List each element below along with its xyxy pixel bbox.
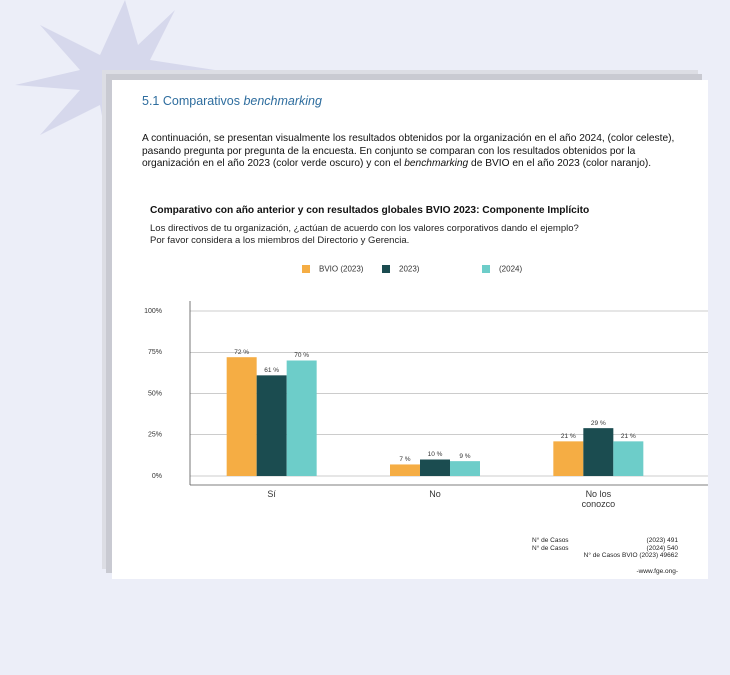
website: -www.fge.ong- <box>612 568 678 575</box>
value-label: 7 % <box>399 456 410 463</box>
paragraph: A continuación, se presentan visualmente… <box>142 133 687 171</box>
legend-label: (2024) <box>499 265 522 274</box>
heading-text: 5.1 Comparativos <box>142 94 243 108</box>
note: N° de Casos <box>532 545 608 553</box>
note: (2024) 540 <box>608 545 678 553</box>
bar <box>613 441 643 476</box>
chart-title: Comparativo con año anterior y con resul… <box>150 205 589 216</box>
legend-swatch <box>302 265 310 273</box>
value-label: 10 % <box>428 451 443 458</box>
legend-swatch <box>382 265 390 273</box>
heading-emphasis: benchmarking <box>243 94 322 108</box>
x-tick-label: No <box>400 489 470 499</box>
text-run: de BVIO en el año 2023 (color naranjo). <box>468 158 651 169</box>
legend-label: 2023) <box>399 265 420 274</box>
y-tick-label: 0% <box>152 473 162 480</box>
y-tick-label: 75% <box>148 349 162 356</box>
screen: 5.1 Comparativos benchmarking A continua… <box>0 0 730 579</box>
document-page: 5.1 Comparativos benchmarking A continua… <box>112 80 708 579</box>
bar <box>553 441 583 476</box>
value-label: 70 % <box>294 352 309 359</box>
bar <box>420 460 450 477</box>
value-label: 61 % <box>264 367 279 374</box>
legend-label: BVIO (2023) <box>319 265 364 274</box>
bar <box>450 461 480 476</box>
bar <box>583 428 613 476</box>
value-label: 72 % <box>234 349 249 356</box>
text-run-italic: benchmarking <box>404 158 468 169</box>
y-tick-label: 25% <box>148 432 162 439</box>
x-tick-label: No los conozco <box>578 489 618 509</box>
value-label: 29 % <box>591 420 606 427</box>
bar <box>390 464 420 476</box>
note: N° de Casos <box>532 537 608 545</box>
legend-swatch <box>482 265 490 273</box>
chart: 0% 25% 50% 75% 100% BVIO (2023) 2023) (2024) 72 … <box>112 255 708 675</box>
note: (2023) 491 <box>608 537 678 545</box>
section-heading: 5.1 Comparativos benchmarking <box>142 94 322 108</box>
chart-subtitle: Los directivos de tu organización, ¿actú… <box>150 223 590 247</box>
bar <box>227 357 257 476</box>
bar <box>257 375 287 476</box>
value-label: 21 % <box>561 433 576 440</box>
value-label: 21 % <box>621 433 636 440</box>
value-label: 9 % <box>459 453 470 460</box>
y-tick-label: 100% <box>144 308 162 315</box>
x-tick-label: Sí <box>237 489 307 499</box>
note: N° de Casos BVIO (2023) 49662 <box>532 552 678 560</box>
bar <box>287 361 317 477</box>
y-tick-label: 50% <box>148 390 162 397</box>
